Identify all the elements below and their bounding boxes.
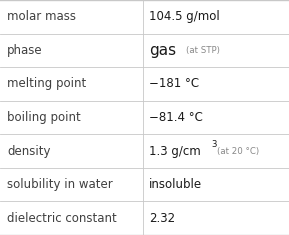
- Text: (at STP): (at STP): [186, 46, 220, 55]
- Text: 104.5 g/mol: 104.5 g/mol: [149, 10, 220, 23]
- Text: molar mass: molar mass: [7, 10, 76, 23]
- Text: 1.3 g/cm: 1.3 g/cm: [149, 145, 201, 158]
- Text: gas: gas: [149, 43, 176, 58]
- Text: (at 20 °C): (at 20 °C): [217, 147, 259, 156]
- Text: phase: phase: [7, 44, 43, 57]
- Text: 2.32: 2.32: [149, 212, 175, 225]
- Text: −181 °C: −181 °C: [149, 77, 199, 90]
- Text: dielectric constant: dielectric constant: [7, 212, 117, 225]
- Text: density: density: [7, 145, 51, 158]
- Text: solubility in water: solubility in water: [7, 178, 113, 191]
- Text: insoluble: insoluble: [149, 178, 202, 191]
- Text: melting point: melting point: [7, 77, 86, 90]
- Text: 3: 3: [211, 140, 216, 149]
- Text: −81.4 °C: −81.4 °C: [149, 111, 203, 124]
- Text: boiling point: boiling point: [7, 111, 81, 124]
